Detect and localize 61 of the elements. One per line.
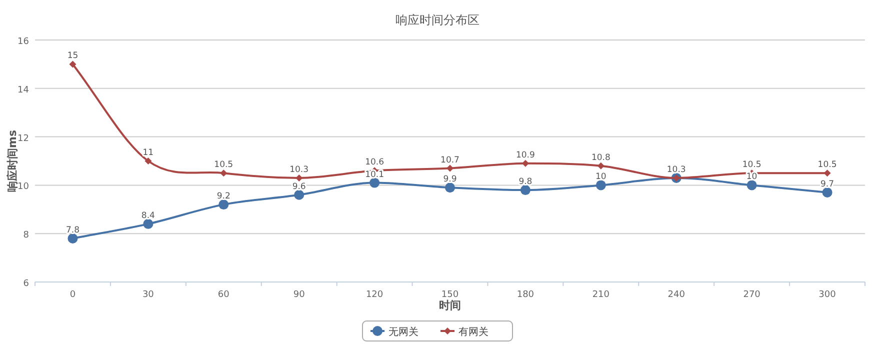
point <box>69 60 76 68</box>
data-label: 10.5 <box>214 160 234 170</box>
y-tick-label: 14 <box>18 85 30 96</box>
data-label: 10.3 <box>290 164 309 175</box>
point <box>520 185 530 196</box>
point <box>446 164 454 172</box>
y-axis-title: 响应时间ms <box>6 130 19 192</box>
data-label: 11 <box>142 148 154 158</box>
y-tick-label: 8 <box>23 230 30 241</box>
point <box>445 182 455 193</box>
data-label: 10 <box>595 172 606 182</box>
y-tick-label: 12 <box>18 134 29 144</box>
data-label: 10.6 <box>365 158 384 168</box>
point <box>824 170 831 177</box>
x-tick-label: 60 <box>218 290 230 300</box>
y-tick-label: 6 <box>23 279 30 289</box>
point <box>522 160 529 167</box>
point <box>218 200 229 210</box>
data-label: 15 <box>67 51 78 62</box>
data-label: 10.5 <box>742 160 762 170</box>
x-tick-label: 300 <box>818 290 836 300</box>
point <box>294 190 304 200</box>
x-tick-label: 90 <box>293 290 306 300</box>
point <box>144 158 152 164</box>
data-label: 9.8 <box>518 177 532 188</box>
y-tick-label: 16 <box>18 37 30 47</box>
data-label: 9.7 <box>820 179 834 190</box>
data-label: 8.4 <box>141 210 155 221</box>
data-label: 10.1 <box>365 170 384 180</box>
data-label: 10.9 <box>516 150 535 160</box>
legend-label: 有网关 <box>458 326 488 338</box>
x-tick-label: 270 <box>743 290 761 300</box>
x-tick-label: 0 <box>70 290 76 300</box>
point <box>596 180 606 190</box>
data-label: 7.8 <box>66 225 80 236</box>
data-label: 10.8 <box>591 152 610 163</box>
x-tick-label: 30 <box>142 290 154 300</box>
x-tick-label: 240 <box>668 290 686 300</box>
point <box>296 174 303 182</box>
point <box>143 218 154 229</box>
data-label: 10.7 <box>440 155 460 166</box>
point <box>370 178 380 188</box>
chart-title: 响应时间分布区 <box>396 13 480 27</box>
x-axis-title: 时间 <box>439 299 461 312</box>
x-tick-label: 210 <box>592 290 610 300</box>
point <box>220 170 228 177</box>
x-tick-label: 120 <box>366 290 384 300</box>
x-tick-label: 150 <box>441 290 459 300</box>
data-label: 9.2 <box>216 192 230 202</box>
data-label: 9.9 <box>443 174 457 185</box>
legend-label: 无网关 <box>388 326 418 338</box>
point <box>597 162 604 170</box>
x-tick-label: 180 <box>516 290 534 300</box>
point <box>68 233 78 244</box>
point <box>746 180 757 190</box>
data-label: 10.3 <box>666 164 686 175</box>
y-tick-label: 10 <box>18 182 30 192</box>
data-label: 10.5 <box>818 160 837 170</box>
point <box>822 187 832 198</box>
data-label: 10 <box>746 172 758 182</box>
data-label: 9.6 <box>292 182 306 192</box>
